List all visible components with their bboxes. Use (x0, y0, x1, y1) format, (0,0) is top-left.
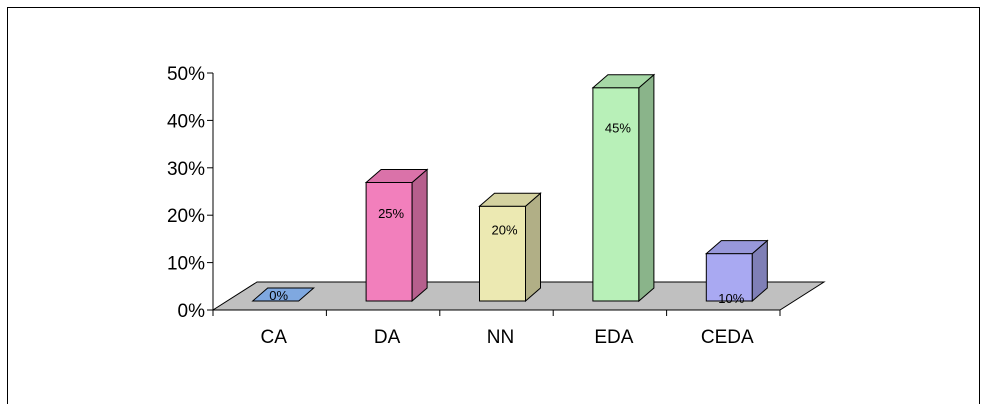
data-label: 20% (491, 223, 517, 238)
data-label: 45% (605, 121, 631, 136)
x-tick-label: DA (374, 327, 401, 348)
bar-top (591, 74, 656, 89)
y-tick-label: 30% (167, 159, 205, 180)
y-tick-label: 20% (167, 206, 205, 227)
bar-ceda (704, 239, 769, 303)
y-tick-label: 40% (167, 111, 205, 132)
bar-side (525, 192, 541, 303)
data-label: 25% (378, 206, 404, 221)
bar-top (478, 192, 542, 207)
y-tick-label: 10% (167, 254, 205, 275)
chart-frame (7, 7, 980, 404)
bar-front (705, 253, 753, 302)
bar-front (592, 87, 640, 302)
x-tick-label: NN (487, 327, 514, 348)
y-tick-label: 0% (178, 301, 206, 322)
y-tick-label: 50% (167, 64, 205, 85)
bar-top (251, 287, 316, 302)
bar-top (364, 169, 429, 183)
x-tick-label: CA (260, 327, 287, 348)
bar-side (411, 168, 428, 303)
data-label: 0% (269, 288, 288, 303)
bar-front (365, 182, 413, 302)
bar-front (479, 205, 526, 302)
bar-da (364, 168, 429, 303)
bar-nn (478, 192, 542, 303)
bar-side (638, 73, 655, 303)
bar-ca (251, 287, 316, 302)
bar-eda (591, 73, 656, 303)
bar-top (704, 240, 769, 255)
data-label: 10% (718, 291, 744, 306)
x-tick-label: CEDA (701, 327, 754, 348)
x-tick-label: EDA (594, 327, 633, 348)
